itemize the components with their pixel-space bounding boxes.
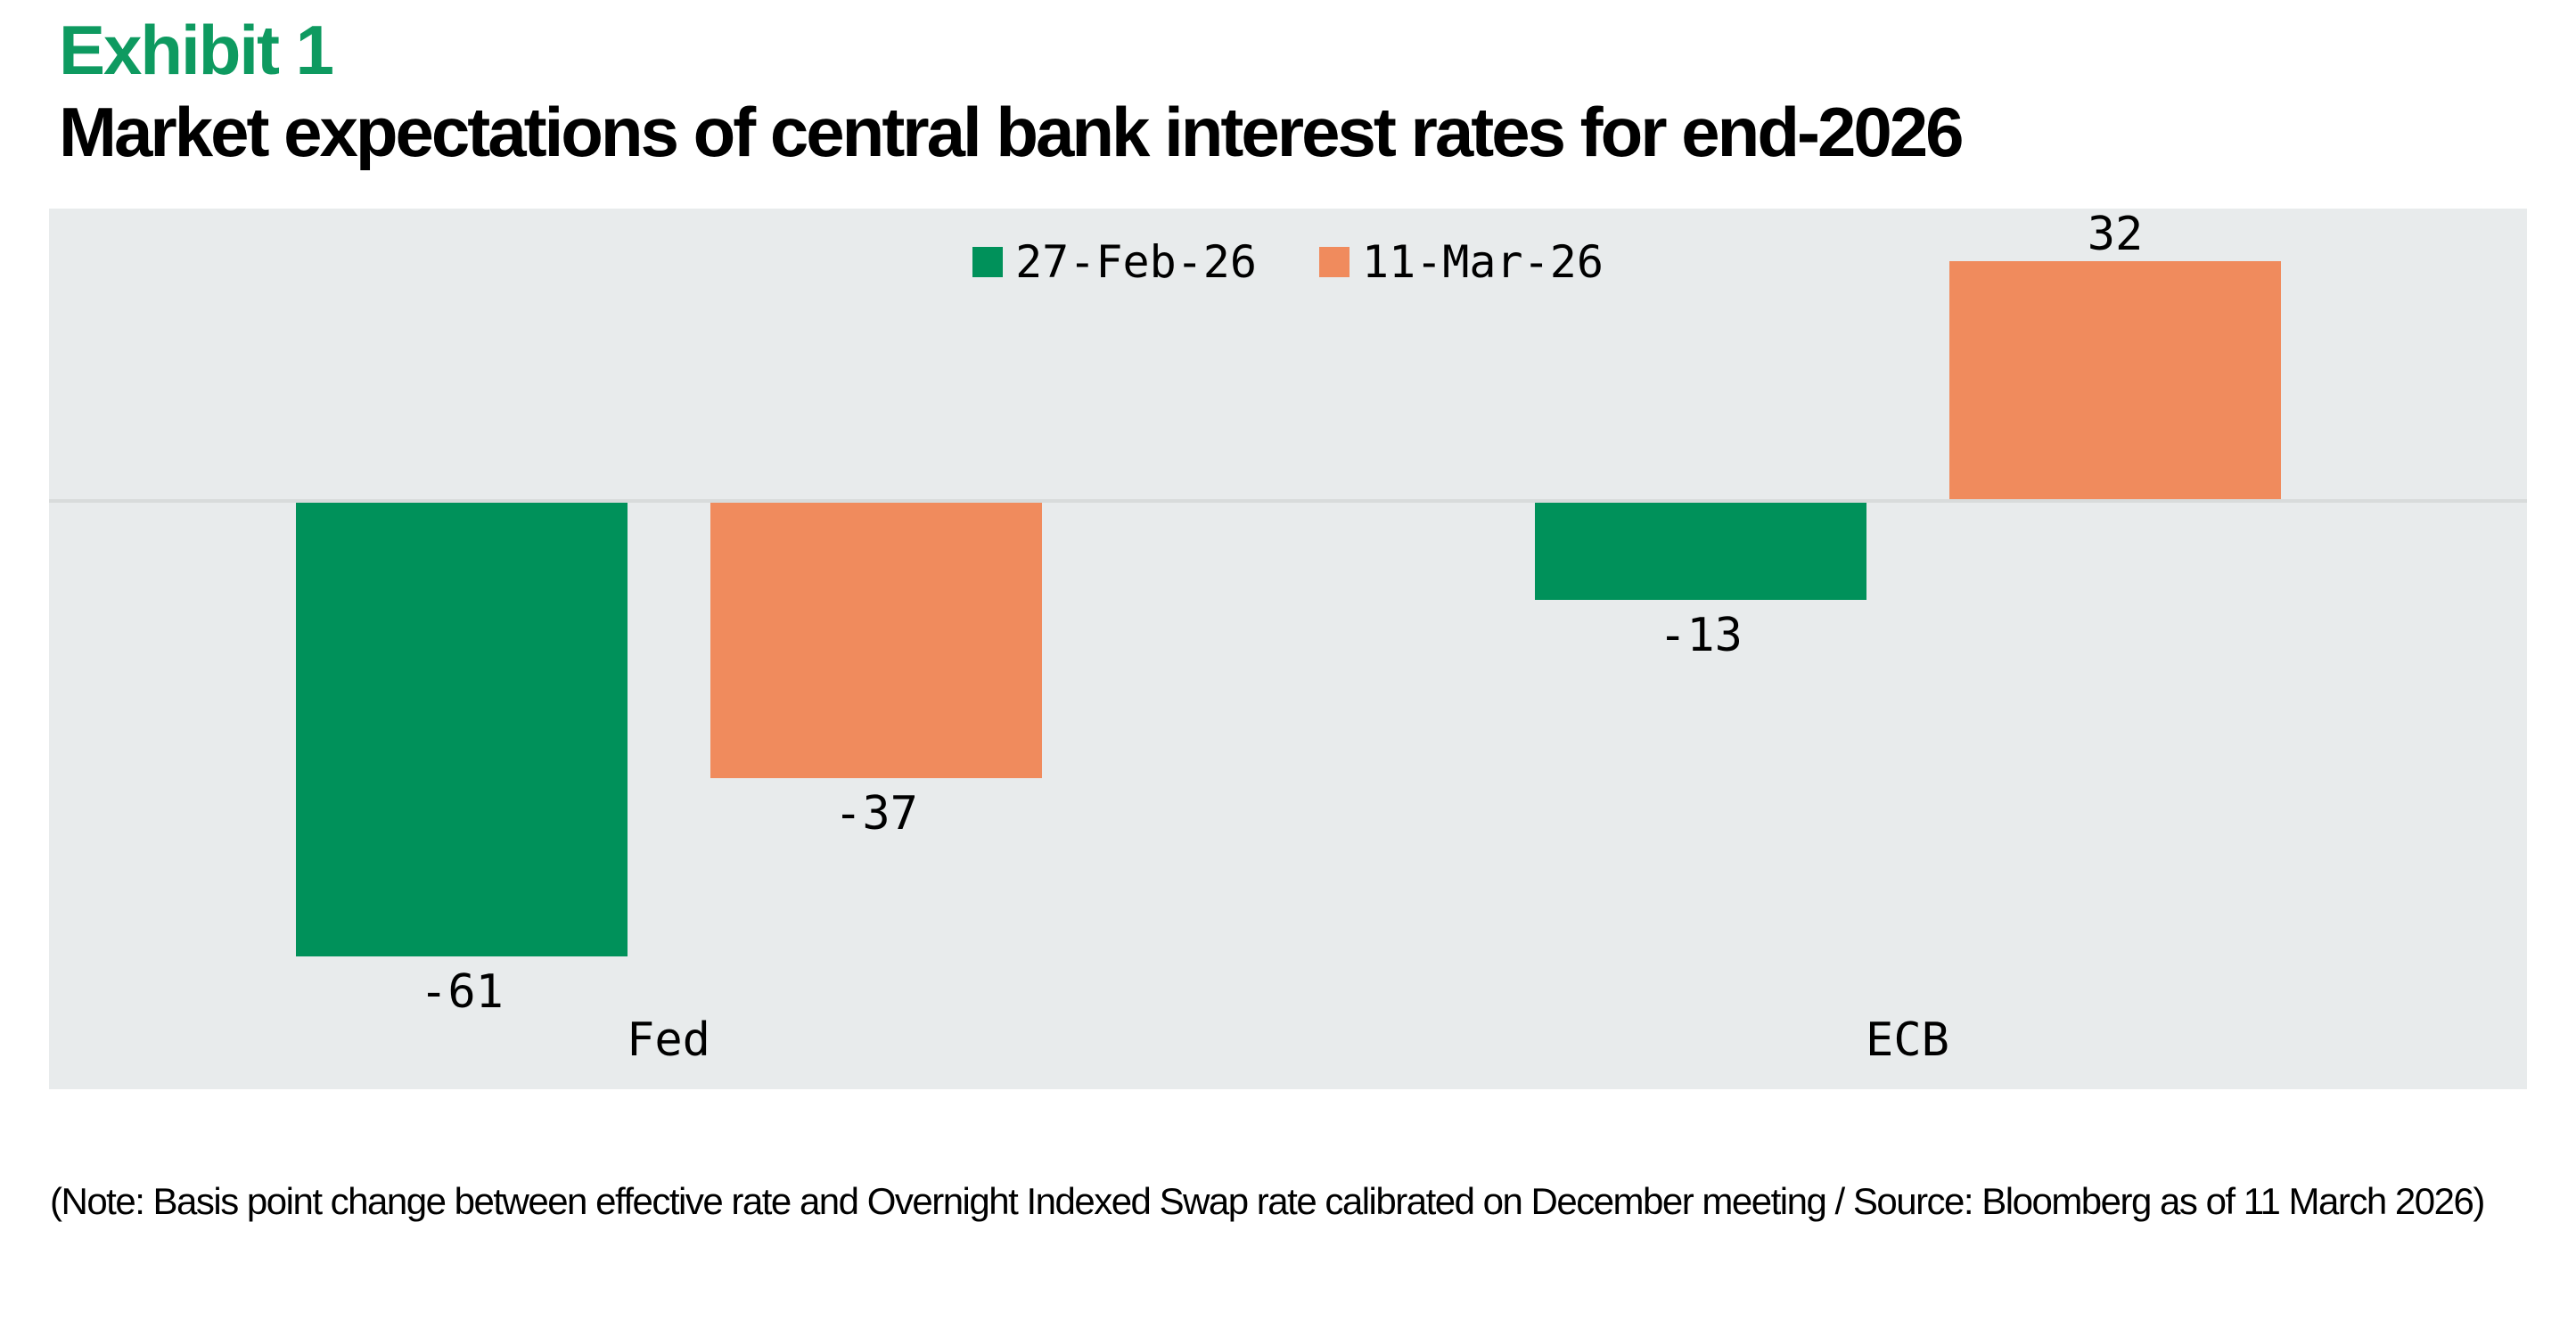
legend-swatch-icon: [972, 247, 1004, 277]
chart-legend: 27-Feb-26 11-Mar-26: [49, 237, 2527, 287]
value-label-fed-11-Mar-26: -37: [834, 787, 918, 841]
chart-plot-area: -61 -37 Fed -13 32 ECB: [49, 209, 2527, 1089]
bar-ecb-27-Feb-26: [1535, 503, 1866, 600]
exhibit-label: Exhibit 1: [59, 11, 334, 89]
chart-title: Market expectations of central bank inte…: [59, 93, 1964, 171]
value-label-fed-27-Feb-26: -61: [420, 965, 504, 1019]
bar-chart: 27-Feb-26 11-Mar-26 -61 -37 Fed -13 32 ECB: [49, 209, 2527, 1089]
bar-fed-27-Feb-26: [296, 503, 628, 956]
legend-item-11-Mar-26: 11-Mar-26: [1319, 237, 1604, 287]
category-label-fed: Fed: [627, 1013, 710, 1067]
value-label-ecb-27-Feb-26: -13: [1659, 609, 1743, 662]
legend-swatch-icon: [1319, 247, 1350, 277]
value-label-ecb-11-Mar-26: 32: [2087, 208, 2144, 261]
legend-label: 11-Mar-26: [1362, 236, 1604, 288]
legend-label: 27-Feb-26: [1015, 236, 1257, 288]
category-label-ecb: ECB: [1866, 1013, 1949, 1067]
bar-fed-11-Mar-26: [710, 503, 1042, 778]
source-note: (Note: Basis point change between effect…: [50, 1180, 2485, 1222]
bar-ecb-11-Mar-26: [1949, 261, 2281, 499]
legend-item-27-Feb-26: 27-Feb-26: [972, 237, 1257, 287]
zero-axis-line: [49, 499, 2527, 503]
